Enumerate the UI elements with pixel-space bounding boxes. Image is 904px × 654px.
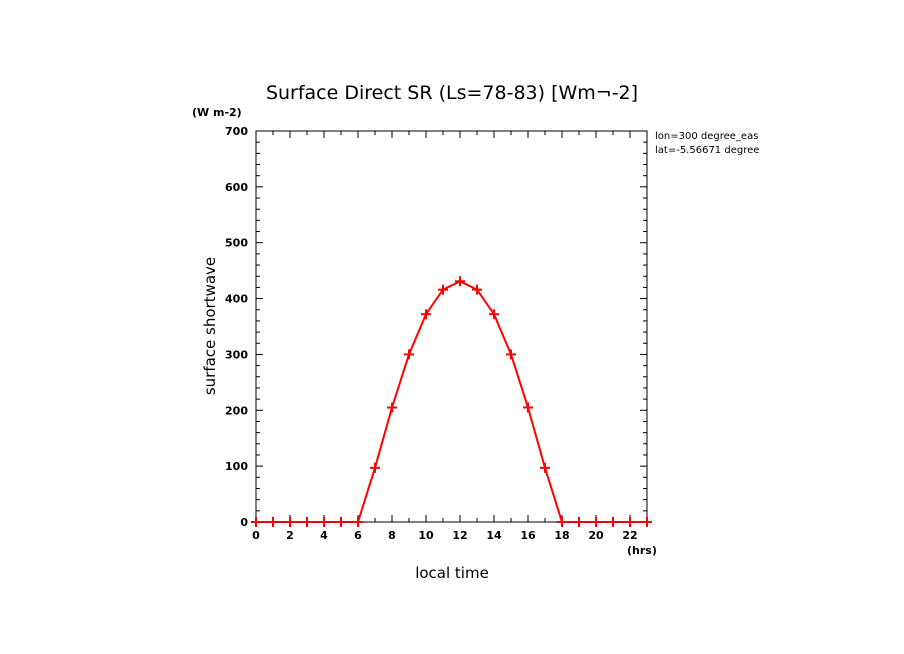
x-tick-label: 12 <box>452 529 467 542</box>
y-tick-label: 0 <box>240 516 248 529</box>
series-layer <box>251 276 652 527</box>
data-point-marker <box>472 284 482 295</box>
y-axis-label: surface shortwave <box>201 257 219 395</box>
x-axis: 0 2 4 6 8 10 12 14 16 18 20 22 <box>252 131 648 542</box>
data-point-marker <box>302 517 312 527</box>
data-point-marker <box>285 517 295 527</box>
data-point-marker <box>421 309 431 320</box>
x-tick-label: 20 <box>588 529 604 542</box>
data-point-marker <box>608 517 618 527</box>
y-tick-label: 700 <box>225 125 248 138</box>
x-tick-label: 0 <box>252 529 260 542</box>
data-point-marker <box>336 517 346 527</box>
data-point-marker <box>523 402 533 413</box>
y-tick-label: 400 <box>225 293 248 306</box>
y-tick-label: 500 <box>225 237 248 250</box>
y-tick-label: 300 <box>225 348 248 361</box>
data-point-marker <box>319 517 329 527</box>
x-unit-label: (hrs) <box>627 544 657 557</box>
data-point-marker <box>353 517 363 527</box>
x-tick-label: 8 <box>388 529 396 542</box>
y-tick-label: 600 <box>225 181 248 194</box>
series-line <box>256 280 647 523</box>
data-point-marker <box>489 309 499 320</box>
x-tick-label: 18 <box>554 529 569 542</box>
data-point-marker <box>387 402 397 413</box>
data-point-marker <box>540 462 550 473</box>
data-point-marker <box>370 462 380 473</box>
x-axis-label: local time <box>415 564 489 582</box>
y-unit-label: (W m-2) <box>192 106 242 119</box>
data-point-marker <box>251 517 261 527</box>
data-point-marker <box>625 517 635 527</box>
x-tick-label: 2 <box>286 529 294 542</box>
chart-title: Surface Direct SR (Ls=78-83) [Wm¬-2] <box>266 82 638 104</box>
y-tick-label: 100 <box>225 460 248 473</box>
x-tick-label: 16 <box>520 529 536 542</box>
x-tick-label: 22 <box>622 529 637 542</box>
x-tick-label: 10 <box>418 529 434 542</box>
data-point-marker <box>574 517 584 527</box>
x-tick-label: 4 <box>320 529 328 542</box>
y-axis: 0 100 200 300 400 500 600 700 <box>225 125 647 529</box>
data-point-marker <box>268 517 278 527</box>
plot-frame <box>255 130 648 523</box>
data-point-marker <box>404 349 414 360</box>
data-point-marker <box>438 284 448 295</box>
data-point-marker <box>591 517 601 527</box>
y-tick-label: 200 <box>225 404 248 417</box>
data-point-marker <box>642 517 652 527</box>
data-point-marker <box>506 349 516 360</box>
annotation-lat: lat=-5.56671 degree <box>655 145 759 156</box>
annotation-lon: lon=300 degree_eas <box>655 131 758 142</box>
data-point-marker <box>557 517 567 527</box>
x-tick-label: 6 <box>354 529 362 542</box>
x-tick-label: 14 <box>486 529 502 542</box>
data-point-marker <box>455 276 465 287</box>
